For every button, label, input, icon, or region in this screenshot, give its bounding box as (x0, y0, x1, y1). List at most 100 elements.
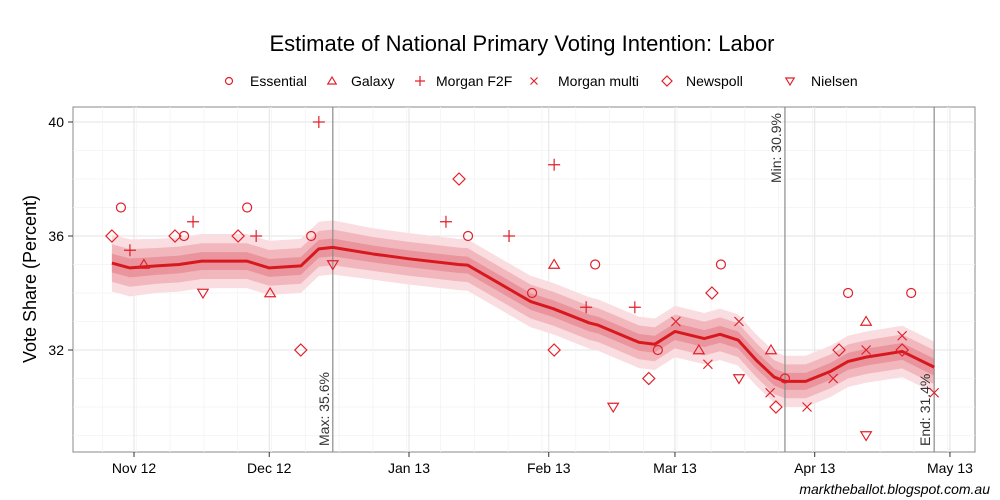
data-point (452, 172, 466, 186)
data-point (196, 288, 210, 300)
x-tick-label: Nov 12 (112, 460, 157, 476)
x-tick-label: Apr 13 (794, 460, 835, 476)
trend-line (111, 245, 935, 383)
y-tick-label: 32 (48, 342, 64, 358)
data-point (715, 259, 727, 270)
data-point (526, 287, 538, 299)
series-newspoll (105, 172, 910, 414)
data-point (861, 345, 872, 355)
x-tick-label: Mar 13 (653, 460, 697, 476)
data-point (765, 387, 776, 398)
plus-icon (415, 76, 425, 86)
legend-label: Newspoll (686, 73, 743, 89)
data-point (580, 301, 593, 314)
data-point (859, 315, 873, 326)
y-tick-label: 40 (48, 114, 64, 130)
chart-title: Estimate of National Primary Voting Inte… (269, 31, 774, 56)
y-axis-title: Vote Share (Percent) (20, 195, 40, 363)
series-essential (115, 202, 917, 384)
data-point (547, 343, 561, 357)
data-point (306, 230, 317, 242)
data-point (242, 202, 253, 213)
legend-label: Morgan F2F (436, 73, 512, 89)
data-point (462, 230, 474, 242)
data-point (641, 371, 656, 386)
legend-label: Morgan multi (558, 73, 639, 89)
data-point (906, 287, 917, 299)
data-point (326, 260, 340, 271)
data-point (312, 116, 325, 128)
data-point (105, 229, 119, 243)
data-point (732, 374, 746, 385)
data-point (705, 286, 719, 300)
poll-points (105, 116, 940, 442)
circle-icon (224, 76, 234, 86)
data-point (123, 244, 136, 257)
data-point (503, 230, 516, 242)
confidence-bands (111, 220, 935, 407)
diamond-icon (661, 75, 673, 87)
data-point (590, 259, 601, 270)
series-galaxy (137, 258, 873, 355)
data-point (137, 258, 151, 269)
data-point (250, 230, 263, 242)
data-point (764, 343, 778, 355)
data-point (178, 230, 190, 242)
data-point (895, 343, 910, 357)
data-point (115, 202, 127, 213)
legend-item-essential: Essential (224, 73, 307, 89)
data-point (628, 301, 641, 314)
data-point (734, 316, 744, 327)
series-morgan-f2f (123, 116, 641, 314)
triangle-down-icon (784, 77, 796, 87)
x-axis: Nov 12 Dec 12 Jan 13 Feb 13 Mar 13 Apr 13 May … (112, 452, 973, 476)
data-point (802, 402, 812, 412)
data-point (606, 402, 620, 414)
data-point (547, 258, 561, 269)
data-point (263, 286, 277, 298)
legend-label: Essential (250, 73, 307, 89)
data-point (828, 373, 839, 384)
reference-label: Max: 35.6% (316, 372, 332, 446)
data-point (779, 373, 791, 384)
data-point (842, 287, 854, 299)
legend-item-morgan-multi: Morgan multi (530, 73, 639, 89)
data-point (670, 316, 681, 327)
x-tick-label: May 13 (927, 460, 973, 476)
legend-item-galaxy: Galaxy (326, 73, 395, 89)
x-tick-label: Feb 13 (527, 460, 571, 476)
data-point (548, 158, 561, 171)
x-tick-label: Dec 12 (247, 460, 292, 476)
data-point (832, 343, 846, 357)
data-point (439, 215, 452, 228)
credit-text: marktheballot.blogspot.com.au (799, 481, 990, 497)
legend-item-nielsen: Nielsen (784, 73, 858, 89)
data-point (692, 343, 706, 355)
data-point (702, 359, 713, 370)
data-point (168, 229, 182, 243)
confidence-band-2 (111, 229, 935, 399)
y-axis: 32 36 40 (48, 114, 73, 358)
series-morgan-multi (670, 316, 940, 412)
series-nielsen (196, 260, 873, 442)
triangle-up-icon (326, 75, 338, 85)
legend-label: Nielsen (811, 73, 858, 89)
confidence-band-3 (111, 238, 935, 390)
reference-label: End: 31.4% (917, 374, 933, 446)
reference-label: Min: 30.9% (768, 113, 784, 183)
data-point (897, 330, 908, 341)
y-tick-label: 36 (48, 228, 64, 244)
trend-line-path (111, 245, 935, 383)
legend-item-morgan-f2f: Morgan F2F (415, 73, 512, 89)
legend-item-newspoll: Newspoll (661, 73, 743, 89)
data-point (929, 387, 940, 398)
data-point (859, 431, 873, 442)
legend-label: Galaxy (351, 73, 395, 89)
data-point (769, 400, 783, 414)
data-point (187, 215, 200, 228)
data-point (231, 229, 245, 243)
reference-lines: Max: 35.6% Min: 30.9% End: 31.4% (316, 107, 935, 452)
legend: Essential Galaxy Morgan F2F Morgan multi New… (224, 73, 858, 89)
data-point (652, 344, 663, 356)
